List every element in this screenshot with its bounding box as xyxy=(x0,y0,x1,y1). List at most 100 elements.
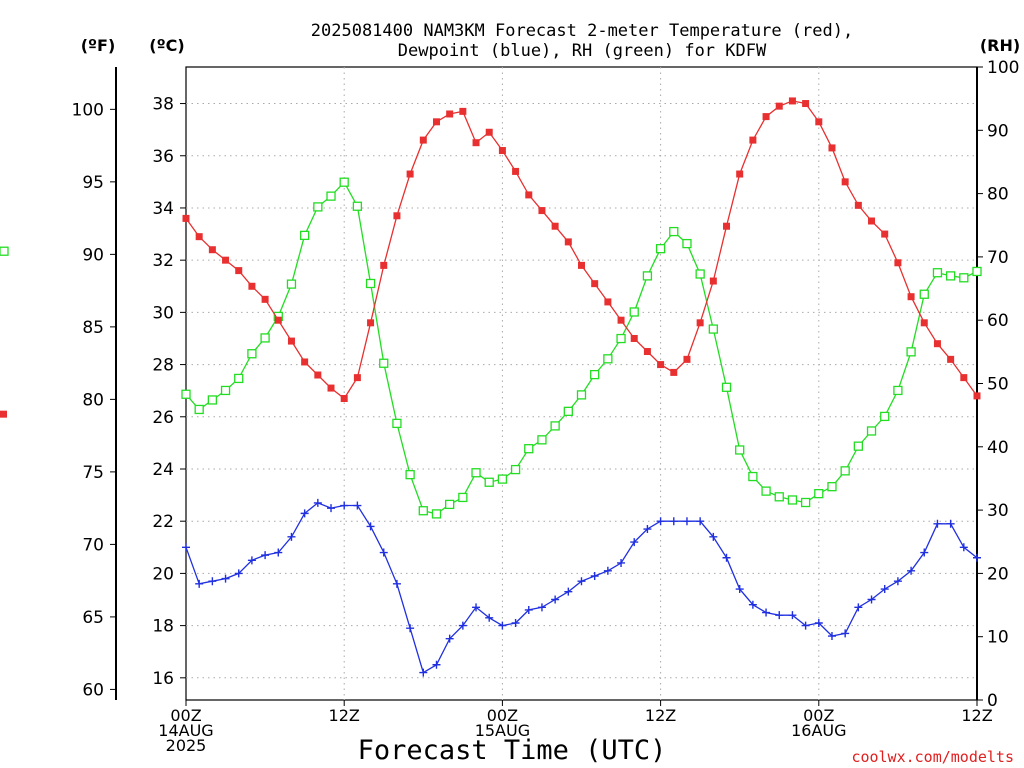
rh-point xyxy=(207,395,218,405)
temperature-point xyxy=(657,361,665,369)
temperature-point xyxy=(630,334,638,342)
dewpoint-point xyxy=(445,634,454,643)
dewpoint-point xyxy=(880,585,889,594)
fahrenheit-tick-label: 100 xyxy=(72,100,104,120)
temperature-point xyxy=(947,355,955,363)
dewpoint-point xyxy=(472,603,481,612)
rh-point xyxy=(590,369,600,380)
temperature-point xyxy=(367,319,375,327)
rh-tick-label: 60 xyxy=(987,311,1009,331)
temperature-point xyxy=(591,280,599,288)
dewpoint-point xyxy=(432,660,441,669)
rh-point xyxy=(906,347,916,357)
dewpoint-point xyxy=(327,504,336,513)
time-tick-label: 2025 xyxy=(166,736,207,755)
rh-point xyxy=(234,373,244,384)
fahrenheit-axis-ticks: 60 65 70 75 80 85 90 95 100 xyxy=(72,100,116,700)
rh-point xyxy=(603,354,613,364)
temperature-point xyxy=(261,295,269,303)
dewpoint-point xyxy=(617,558,626,567)
dewpoint-point xyxy=(498,621,507,630)
rh-point xyxy=(669,226,679,237)
rh-point xyxy=(510,464,521,475)
dewpoint-point xyxy=(313,498,322,507)
celsius-tick-label: 30 xyxy=(152,303,174,323)
dewpoint-point xyxy=(340,501,349,510)
temperature-point xyxy=(512,167,520,175)
rh-point xyxy=(827,482,837,492)
rh-tick-label: 90 xyxy=(987,121,1009,141)
temperature-point xyxy=(828,144,836,152)
rh-point xyxy=(866,426,877,436)
rh-point xyxy=(655,244,666,254)
rh-point xyxy=(418,506,428,516)
temperature-point xyxy=(749,136,757,144)
dewpoint-point xyxy=(366,522,375,531)
temperature-point xyxy=(960,374,968,382)
rh-point xyxy=(682,238,692,249)
x-axis-title: Forecast Time (UTC) xyxy=(358,735,667,766)
rh-point xyxy=(326,191,336,201)
source-credit: coolwx.com/modelts xyxy=(851,748,1014,766)
rh-point xyxy=(458,492,468,503)
temperature-point xyxy=(868,217,876,225)
temperature-point xyxy=(564,238,572,246)
temperature-point xyxy=(208,246,216,254)
temperature-point xyxy=(841,178,849,186)
rh-tick-label: 20 xyxy=(987,564,1009,584)
temperature-point xyxy=(195,233,203,241)
dewpoint-point xyxy=(406,624,415,633)
rh-tick-label: 30 xyxy=(987,501,1009,521)
rh-point xyxy=(919,289,929,299)
rh-point xyxy=(932,268,943,278)
dewpoint-point xyxy=(946,519,955,528)
temperature-series xyxy=(0,97,981,418)
rh-point xyxy=(893,385,903,396)
chart-title-line2: Dewpoint (blue), RH (green) for KDFW xyxy=(398,41,767,61)
celsius-axis-ticks: 16 18 20 22 24 26 28 30 32 34 36 38 xyxy=(152,95,186,689)
celsius-tick-label: 34 xyxy=(152,199,174,219)
celsius-tick-label: 36 xyxy=(152,147,174,167)
temperature-point xyxy=(235,267,243,275)
dewpoint-point xyxy=(485,613,494,622)
time-tick-label: 16AUG xyxy=(791,721,846,740)
rh-point xyxy=(563,406,573,417)
dewpoint-point xyxy=(182,543,190,552)
temperature-point xyxy=(907,293,915,301)
rh-point xyxy=(853,441,863,451)
dewpoint-point xyxy=(775,611,784,620)
temperature-point xyxy=(472,139,480,147)
time-tick-label: 12Z xyxy=(645,706,676,725)
time-tick-label: 12Z xyxy=(961,706,992,725)
dewpoint-point xyxy=(590,572,599,581)
dewpoint-point xyxy=(234,569,243,578)
rh-point xyxy=(379,358,389,368)
time-tick-label: 00Z xyxy=(803,706,834,725)
dewpoint-point xyxy=(709,532,718,541)
celsius-unit-label: (ºC) xyxy=(149,36,184,55)
chart-title-line1: 2025081400 NAM3KM Forecast 2-meter Tempe… xyxy=(311,21,853,41)
rh-axis-ticks: 0 10 20 30 40 50 60 70 80 90 100 xyxy=(977,58,1019,711)
rh-tick-label: 50 xyxy=(987,375,1009,395)
rh-point xyxy=(708,324,718,334)
dewpoint-point xyxy=(814,618,823,627)
fahrenheit-tick-label: 65 xyxy=(82,608,104,628)
dewpoint-point xyxy=(841,629,850,638)
rh-point xyxy=(0,246,9,256)
temperature-point xyxy=(446,110,454,118)
dewpoint-point xyxy=(537,603,546,612)
temperature-point xyxy=(432,118,440,126)
celsius-tick-label: 16 xyxy=(152,669,174,689)
temperature-point xyxy=(881,230,889,238)
dewpoint-point xyxy=(221,574,230,583)
rh-unit-label: (RH) xyxy=(980,36,1020,55)
dewpoint-point xyxy=(247,556,256,565)
time-tick-label: 00Z xyxy=(487,706,518,725)
dewpoint-point xyxy=(300,509,309,518)
dewpoint-point xyxy=(696,517,705,526)
rh-point xyxy=(616,333,626,344)
rh-point xyxy=(761,486,771,496)
dewpoint-point xyxy=(564,587,573,596)
temperature-point xyxy=(314,371,322,379)
